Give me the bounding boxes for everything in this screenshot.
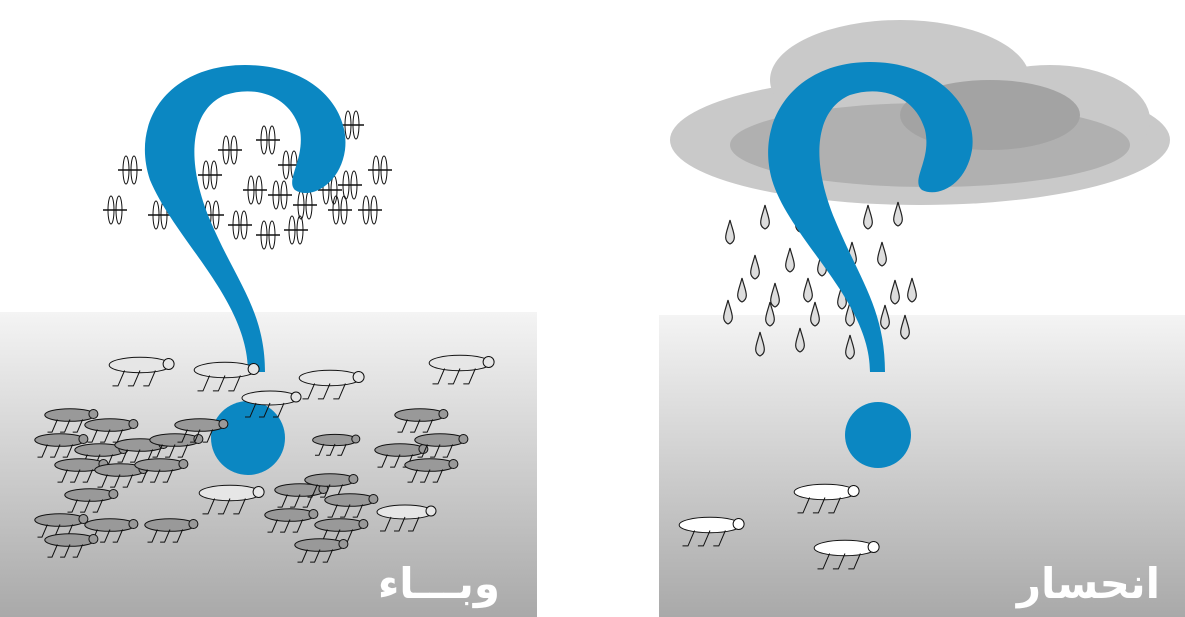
locust-head xyxy=(253,487,264,498)
locust-body xyxy=(35,434,85,447)
locust-body xyxy=(85,419,135,432)
locust-body xyxy=(325,494,375,507)
locust-body xyxy=(150,434,200,447)
locust-body xyxy=(194,362,256,377)
locust-head xyxy=(291,392,301,402)
locust-body xyxy=(305,474,355,487)
locust-head xyxy=(129,520,138,529)
locust-head xyxy=(79,435,88,444)
locust-head xyxy=(369,495,378,504)
locust-head xyxy=(189,520,198,529)
locust-head xyxy=(309,510,318,519)
locust-head xyxy=(449,460,458,469)
panel-label: وبـــاء xyxy=(378,559,500,609)
raindrop xyxy=(804,278,813,302)
question-dot xyxy=(845,402,911,468)
locust-body xyxy=(242,391,298,405)
raindrop xyxy=(894,202,903,226)
locust-body xyxy=(35,514,85,527)
locust-head xyxy=(353,372,364,383)
locust-head xyxy=(179,460,188,469)
raindrop xyxy=(891,280,900,304)
locust-head xyxy=(89,535,98,544)
locust-body xyxy=(295,539,345,552)
raindrop xyxy=(878,242,887,266)
locust-head xyxy=(89,410,98,419)
locust-head xyxy=(339,540,348,549)
locust-body xyxy=(313,434,358,445)
locust-body xyxy=(315,519,365,532)
locust-body xyxy=(794,484,856,499)
locust-head xyxy=(733,519,744,530)
locust-body xyxy=(109,357,171,372)
raindrop xyxy=(881,305,890,329)
locust-body xyxy=(85,519,135,532)
raindrop xyxy=(724,300,733,324)
locust-body xyxy=(199,485,261,500)
locust-body xyxy=(65,489,115,502)
raindrop xyxy=(908,278,917,302)
mosquitoes xyxy=(103,111,392,249)
locust-head xyxy=(248,364,259,375)
locust-body xyxy=(377,505,433,519)
locust-head xyxy=(163,359,174,370)
locust-body xyxy=(375,444,425,457)
raindrop xyxy=(761,205,770,229)
locust-body xyxy=(265,509,315,522)
locust-head xyxy=(359,520,368,529)
raindrop xyxy=(751,255,760,279)
locust-head xyxy=(848,486,859,497)
page: {"panels": [{"label": "وبـــاء"}, {"labe… xyxy=(0,0,1185,617)
locust-body xyxy=(429,355,491,370)
locust-body xyxy=(395,409,445,422)
locust-body xyxy=(405,459,455,472)
locust-body xyxy=(679,517,741,532)
locust-body xyxy=(814,540,876,555)
locust-body xyxy=(135,459,185,472)
locust-body xyxy=(415,434,465,447)
raindrop xyxy=(811,302,820,326)
locust-body xyxy=(175,419,225,432)
raindrop xyxy=(786,248,795,272)
locust-body xyxy=(145,519,195,532)
panel-label: انحسار xyxy=(1015,559,1160,608)
locust-body xyxy=(45,409,95,422)
locust-body xyxy=(299,370,361,385)
locust-head xyxy=(129,420,138,429)
locust-head xyxy=(483,357,494,368)
locust-head xyxy=(426,506,436,516)
locust-head xyxy=(868,542,879,553)
locust-head xyxy=(109,490,118,499)
locust-body xyxy=(45,534,95,547)
raindrop xyxy=(738,278,747,302)
locust-head xyxy=(439,410,448,419)
raindrop xyxy=(726,220,735,244)
locust-head xyxy=(459,435,468,444)
raindrop xyxy=(864,205,873,229)
locust-head xyxy=(349,475,358,484)
locust-head xyxy=(352,435,360,443)
locust-head xyxy=(219,420,228,429)
question-dot xyxy=(211,401,285,475)
locust-head xyxy=(194,435,203,444)
illustration: وبـــاء انحسار xyxy=(0,0,1185,617)
raindrop xyxy=(771,283,780,307)
